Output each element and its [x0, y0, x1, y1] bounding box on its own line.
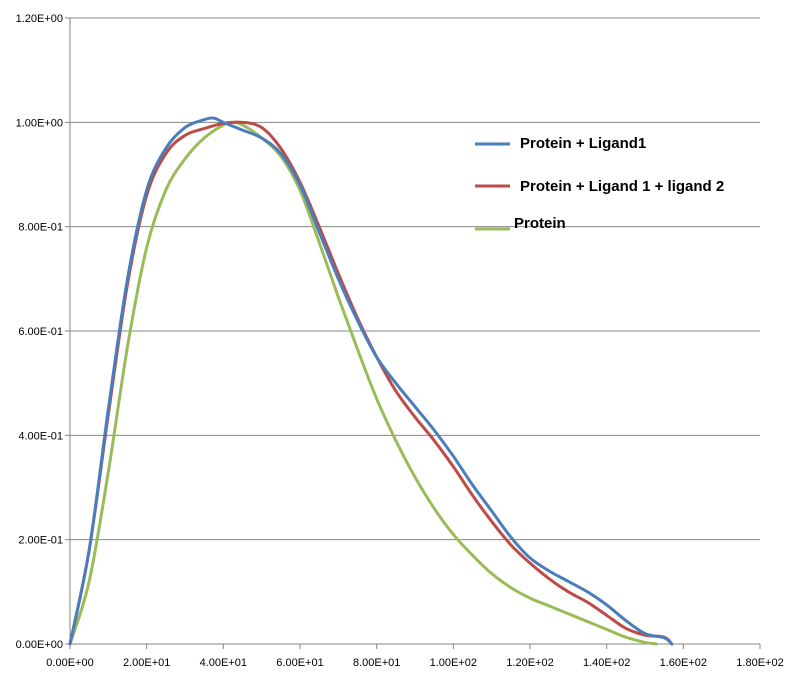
x-tick-label: 0.00E+00 [46, 657, 93, 669]
x-tick-label: 4.00E+01 [200, 657, 247, 669]
y-tick-label: 4.00E-01 [18, 430, 63, 442]
legend-label-2: Protein [514, 215, 566, 232]
y-tick-label: 6.00E-01 [18, 326, 63, 338]
y-tick-label: 8.00E-01 [18, 222, 63, 234]
axes [65, 17, 761, 649]
series-line-0 [68, 116, 674, 646]
x-tick-label: 1.40E+02 [583, 657, 630, 669]
x-tick-label: 6.00E+01 [276, 657, 323, 669]
x-tick-label: 8.00E+01 [353, 657, 400, 669]
series-line-2 [68, 120, 658, 646]
legend-label-1: Protein + Ligand 1 + ligand 2 [520, 178, 724, 195]
x-tick-label: 1.20E+02 [506, 657, 553, 669]
y-tick-label: 0.00E+00 [16, 639, 63, 651]
x-tick-label: 1.00E+02 [430, 657, 477, 669]
series-lines [68, 116, 674, 646]
x-tick-label: 2.00E+01 [123, 657, 170, 669]
x-tick-label: 1.60E+02 [660, 657, 707, 669]
y-tick-label: 1.20E+00 [16, 13, 63, 25]
x-tick-label: 1.80E+02 [736, 657, 783, 669]
y-tick-label: 1.00E+00 [16, 117, 63, 129]
legend: Protein + Ligand1 Protein + Ligand 1 + li… [475, 135, 724, 232]
y-tick-label: 2.00E-01 [18, 535, 63, 547]
tick-labels: 0.00E+00 2.00E-01 4.00E-01 6.00E-01 8.00E-01… [16, 13, 784, 669]
gridlines [70, 17, 760, 541]
legend-label-0: Protein + Ligand1 [520, 135, 646, 152]
